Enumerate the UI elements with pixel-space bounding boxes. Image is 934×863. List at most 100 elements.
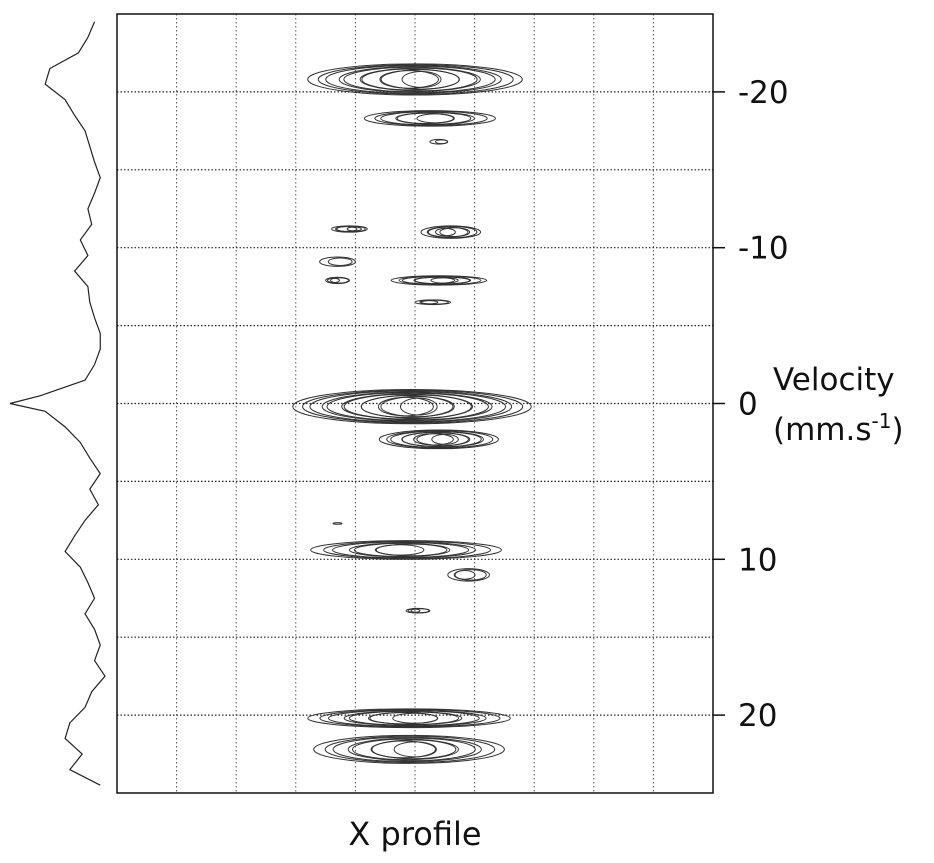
contour-line (430, 277, 459, 284)
contour-line (323, 540, 491, 560)
contour-feature (310, 540, 502, 560)
contour-line (393, 741, 437, 758)
contour-line (378, 429, 499, 450)
contour-line (379, 70, 439, 89)
contour-line (309, 390, 513, 423)
contour-line (324, 735, 496, 763)
contour-feature (390, 275, 488, 286)
contour-line (370, 739, 457, 760)
contour-line (396, 112, 454, 125)
x-axis-label: X profile (348, 815, 481, 853)
contour-line (374, 110, 488, 127)
contour-line (292, 388, 532, 425)
contour-line (307, 63, 523, 96)
y-axis-exponent: -1 (872, 409, 892, 433)
contour-line (332, 522, 343, 525)
contour-line (335, 226, 358, 232)
contour-feature (405, 607, 431, 614)
contour-line (426, 226, 478, 239)
y-axis-label: Velocity (773, 362, 895, 398)
contour-line (327, 257, 353, 266)
contour-line (435, 139, 448, 145)
y-tick-label: 20 (738, 698, 777, 734)
contour-line (307, 708, 511, 729)
contour-line (407, 608, 421, 613)
contour-line (330, 277, 349, 284)
contour-line (399, 397, 438, 416)
contour-line (325, 65, 502, 94)
contour-feature (447, 568, 491, 582)
contour-line (413, 276, 456, 284)
contour-line (434, 227, 456, 237)
contour-line (416, 113, 455, 124)
contour-feature (378, 429, 499, 450)
contour-line (346, 226, 362, 232)
contour-line (420, 299, 449, 305)
contour-feature (292, 388, 532, 425)
contour-line (431, 433, 459, 445)
contour-line (416, 432, 471, 447)
y-axis-close: ) (891, 412, 903, 448)
contour-feature (414, 299, 452, 306)
contour-line (319, 256, 356, 267)
contour-line (327, 277, 340, 284)
contour-line (363, 110, 496, 127)
contour-line (386, 430, 494, 449)
contour-feature (319, 256, 356, 267)
contour-line (392, 712, 439, 724)
contour-line (410, 608, 430, 614)
contour-line (401, 431, 469, 447)
contour-line (359, 67, 478, 92)
contour-line (380, 111, 475, 126)
contour-line (317, 64, 514, 95)
contour-line (326, 392, 493, 422)
contour-line (321, 391, 507, 422)
contour-line (447, 568, 491, 582)
y-tick-label: 0 (738, 387, 758, 423)
contour-line (380, 69, 460, 90)
contour-line (420, 225, 482, 239)
contour-feature (420, 225, 482, 239)
contour-feature (429, 138, 449, 145)
contour-line (343, 710, 480, 727)
contour-line (377, 396, 434, 417)
contour-line (395, 112, 472, 125)
contour-feature (332, 522, 343, 525)
contour-line (332, 541, 477, 559)
contour-line (302, 389, 524, 424)
contour-feature (331, 225, 368, 233)
contour-line (453, 570, 476, 580)
contour-line (336, 225, 366, 233)
contour-feature (307, 708, 511, 729)
contour-line (427, 226, 469, 238)
contour-feature (307, 63, 523, 96)
contour-line (401, 71, 442, 88)
contour-line (310, 540, 502, 560)
contour-line (454, 569, 487, 581)
contour-line (367, 711, 460, 725)
contour-line (343, 393, 474, 420)
contour-line (390, 430, 484, 448)
contour-line (327, 709, 487, 727)
contour-line (332, 736, 482, 763)
plot-frame (116, 13, 714, 794)
contour-line (419, 300, 439, 305)
contour-line (371, 740, 436, 759)
contour-line (360, 395, 454, 418)
contour-line (380, 396, 455, 418)
contour-line (341, 392, 489, 421)
y-axis-unit: (mm.s (773, 412, 872, 448)
y-tick-label: -20 (738, 75, 789, 111)
contour-line (338, 65, 496, 93)
y-axis-label: (mm.s-1) (773, 409, 904, 448)
contour-line (374, 543, 448, 557)
contour-line (343, 66, 481, 93)
contour-line (353, 542, 451, 557)
contour-feature (325, 276, 350, 285)
contour-line (414, 276, 471, 285)
y-tick-label: 10 (738, 542, 777, 578)
contour-feature (363, 110, 496, 127)
contour-line (375, 544, 425, 556)
contour-line (352, 738, 459, 761)
